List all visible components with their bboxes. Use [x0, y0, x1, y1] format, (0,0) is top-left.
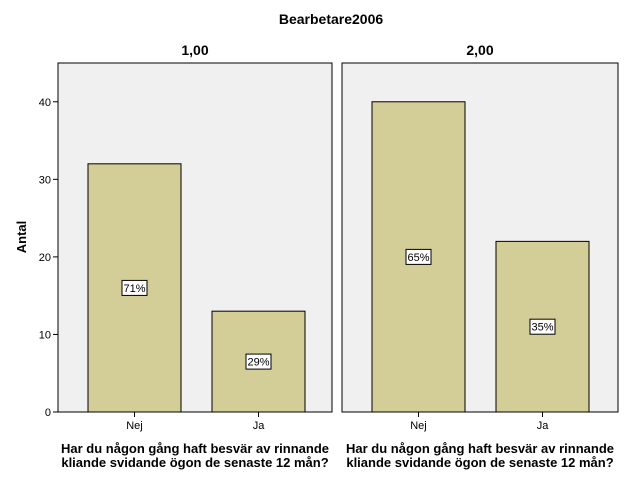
y-tick-label: 0 [45, 407, 51, 419]
x-axis-label-panel-1: Har du någon gång haft besvär av rinnand… [61, 441, 329, 470]
data-label-box [405, 248, 432, 265]
x-tick-label: Ja [537, 420, 550, 432]
data-label: 29% [247, 357, 269, 369]
data-label: 35% [531, 322, 553, 334]
y-tick-label: 40 [39, 97, 51, 109]
x-tick-label: Nej [126, 420, 143, 432]
data-label-box [529, 318, 556, 335]
data-label: 71% [123, 283, 145, 295]
x-axis-label-panel-2: Har du någon gång haft besvär av rinnand… [346, 441, 614, 470]
y-axis-label: Antal [14, 221, 29, 254]
chart-title: Bearbetare2006 [279, 11, 384, 27]
y-tick-label: 10 [39, 329, 51, 341]
x-tick-label: Ja [253, 420, 266, 432]
panel-title-1: 1,00 [181, 42, 208, 58]
y-tick-label: 20 [39, 252, 51, 264]
x-tick-label: Nej [410, 420, 427, 432]
y-tick-label: 30 [39, 174, 51, 186]
data-label: 65% [407, 252, 429, 264]
data-label-box [245, 353, 272, 370]
panels: 1,00 0 10 20 30 40 Nej 71% Ja 29% 2,00 Nej 65% Ja 35% [39, 42, 619, 432]
panel-title-2: 2,00 [466, 42, 493, 58]
data-label-box [121, 279, 148, 296]
